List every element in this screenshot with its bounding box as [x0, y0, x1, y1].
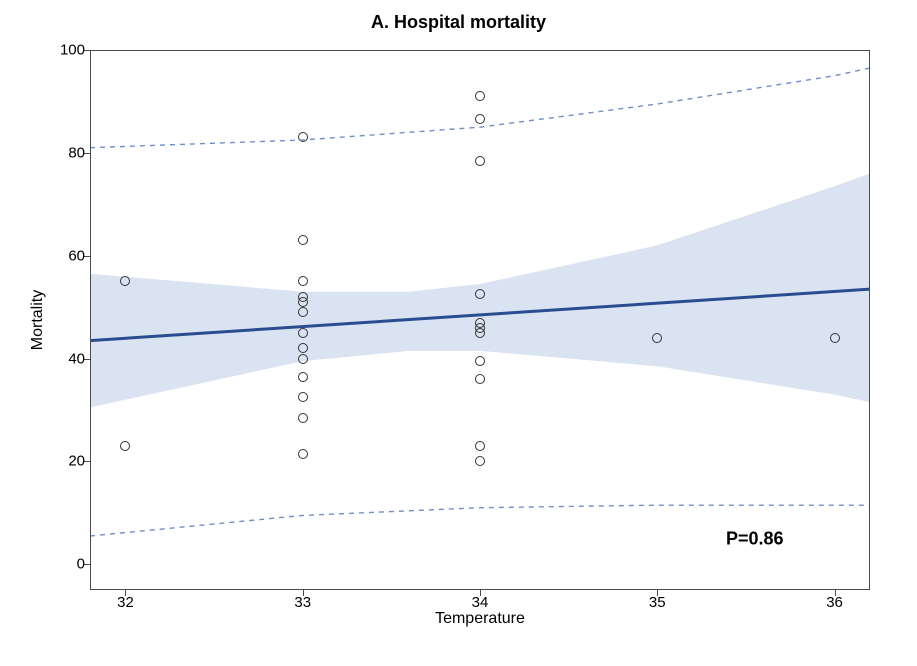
- chart-title: A. Hospital mortality: [0, 12, 917, 33]
- data-point: [830, 333, 840, 343]
- data-point: [298, 372, 308, 382]
- data-point: [475, 441, 485, 451]
- data-point: [298, 449, 308, 459]
- data-point: [475, 91, 485, 101]
- data-point: [298, 413, 308, 423]
- chart-container: A. Hospital mortality Mortality P=0.86 T…: [0, 0, 917, 666]
- data-point: [652, 333, 662, 343]
- p-value-label: P=0.86: [726, 528, 784, 549]
- y-tick-label: 80: [45, 144, 85, 161]
- prediction-band-upper: [90, 68, 870, 148]
- data-point: [475, 356, 485, 366]
- y-tick-label: 0: [45, 556, 85, 573]
- y-tick-label: 100: [45, 42, 85, 59]
- x-tick-label: 33: [294, 594, 311, 611]
- data-point: [298, 307, 308, 317]
- x-tick-label: 35: [649, 594, 666, 611]
- data-point: [120, 276, 130, 286]
- y-axis-label: Mortality: [28, 50, 48, 590]
- data-point: [298, 132, 308, 142]
- data-point: [298, 328, 308, 338]
- data-point: [298, 343, 308, 353]
- y-tick-label: 40: [45, 350, 85, 367]
- data-point: [475, 456, 485, 466]
- data-point: [298, 297, 308, 307]
- plot-area: P=0.86: [90, 50, 870, 590]
- data-point: [475, 156, 485, 166]
- data-point: [475, 114, 485, 124]
- x-tick-label: 36: [826, 594, 843, 611]
- data-point: [298, 235, 308, 245]
- data-point: [298, 276, 308, 286]
- y-tick-label: 60: [45, 247, 85, 264]
- x-axis-label: Temperature: [90, 610, 870, 628]
- data-point: [120, 441, 130, 451]
- x-tick-label: 32: [117, 594, 134, 611]
- data-point: [475, 328, 485, 338]
- data-point: [298, 392, 308, 402]
- data-point: [298, 354, 308, 364]
- y-tick-label: 20: [45, 453, 85, 470]
- data-point: [475, 289, 485, 299]
- x-tick-label: 34: [472, 594, 489, 611]
- data-point: [475, 374, 485, 384]
